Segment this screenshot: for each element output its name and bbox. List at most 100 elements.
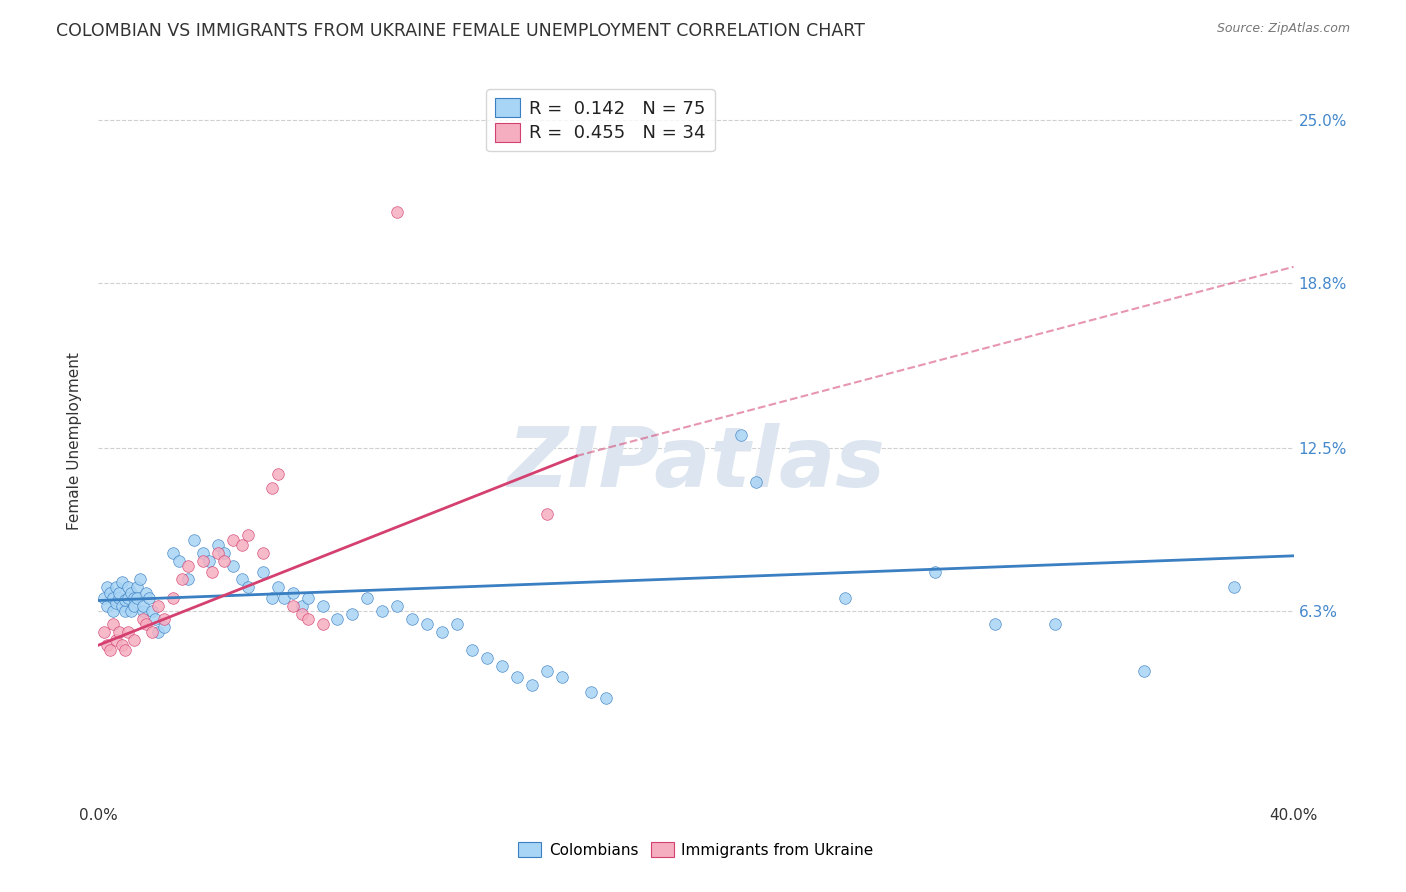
- Point: [124, 591, 146, 605]
- Point: [461, 643, 484, 657]
- Point: [111, 638, 134, 652]
- Point: [207, 546, 229, 560]
- Point: [371, 604, 394, 618]
- Point: [105, 632, 128, 647]
- Point: [1133, 665, 1156, 679]
- Point: [148, 599, 170, 613]
- Point: [162, 591, 184, 605]
- Point: [536, 665, 558, 679]
- Point: [834, 591, 856, 605]
- Point: [120, 585, 142, 599]
- Y-axis label: Female Unemployment: Female Unemployment: [67, 352, 83, 531]
- Point: [191, 546, 214, 560]
- Point: [148, 625, 170, 640]
- Point: [120, 604, 142, 618]
- Point: [141, 604, 163, 618]
- Point: [201, 565, 224, 579]
- Point: [222, 559, 245, 574]
- Point: [108, 585, 131, 599]
- Point: [984, 617, 1007, 632]
- Point: [124, 632, 146, 647]
- Point: [260, 591, 283, 605]
- Point: [212, 546, 235, 560]
- Point: [231, 573, 253, 587]
- Point: [103, 604, 125, 618]
- Point: [162, 546, 184, 560]
- Point: [506, 670, 529, 684]
- Point: [191, 554, 214, 568]
- Point: [105, 596, 128, 610]
- Point: [745, 475, 768, 490]
- Point: [111, 599, 134, 613]
- Point: [172, 573, 194, 587]
- Point: [124, 599, 146, 613]
- Point: [143, 612, 166, 626]
- Point: [132, 604, 155, 618]
- Point: [291, 599, 314, 613]
- Point: [252, 546, 274, 560]
- Point: [297, 591, 319, 605]
- Point: [103, 591, 125, 605]
- Point: [416, 617, 439, 632]
- Point: [129, 573, 152, 587]
- Point: [114, 604, 136, 618]
- Point: [385, 599, 409, 613]
- Point: [236, 528, 259, 542]
- Point: [98, 585, 122, 599]
- Point: [1223, 580, 1246, 594]
- Point: [550, 670, 572, 684]
- Point: [730, 428, 752, 442]
- Point: [281, 599, 304, 613]
- Point: [117, 625, 139, 640]
- Point: [342, 607, 364, 621]
- Point: [135, 617, 157, 632]
- Point: [212, 554, 235, 568]
- Point: [153, 620, 176, 634]
- Point: [108, 591, 131, 605]
- Point: [98, 643, 122, 657]
- Point: [222, 533, 245, 547]
- Point: [93, 591, 115, 605]
- Point: [141, 625, 163, 640]
- Point: [96, 580, 118, 594]
- Point: [491, 659, 513, 673]
- Text: Source: ZipAtlas.com: Source: ZipAtlas.com: [1216, 22, 1350, 36]
- Point: [236, 580, 259, 594]
- Point: [207, 538, 229, 552]
- Point: [252, 565, 274, 579]
- Point: [117, 591, 139, 605]
- Point: [385, 204, 409, 219]
- Point: [183, 533, 205, 547]
- Point: [114, 593, 136, 607]
- Legend: Colombians, Immigrants from Ukraine: Colombians, Immigrants from Ukraine: [512, 836, 880, 863]
- Point: [127, 591, 149, 605]
- Point: [475, 651, 498, 665]
- Point: [520, 677, 543, 691]
- Point: [198, 554, 221, 568]
- Point: [132, 599, 155, 613]
- Point: [111, 575, 134, 590]
- Point: [267, 580, 290, 594]
- Point: [311, 599, 333, 613]
- Point: [297, 612, 319, 626]
- Point: [103, 617, 125, 632]
- Point: [273, 591, 295, 605]
- Point: [96, 638, 118, 652]
- Point: [924, 565, 946, 579]
- Point: [127, 580, 149, 594]
- Point: [536, 507, 558, 521]
- Point: [231, 538, 253, 552]
- Point: [153, 612, 176, 626]
- Point: [135, 585, 157, 599]
- Point: [105, 580, 128, 594]
- Point: [311, 617, 333, 632]
- Point: [177, 573, 200, 587]
- Point: [108, 625, 131, 640]
- Point: [595, 690, 617, 705]
- Point: [260, 481, 283, 495]
- Text: ZIPatlas: ZIPatlas: [508, 423, 884, 504]
- Point: [446, 617, 468, 632]
- Point: [96, 599, 118, 613]
- Point: [167, 554, 190, 568]
- Point: [581, 685, 603, 699]
